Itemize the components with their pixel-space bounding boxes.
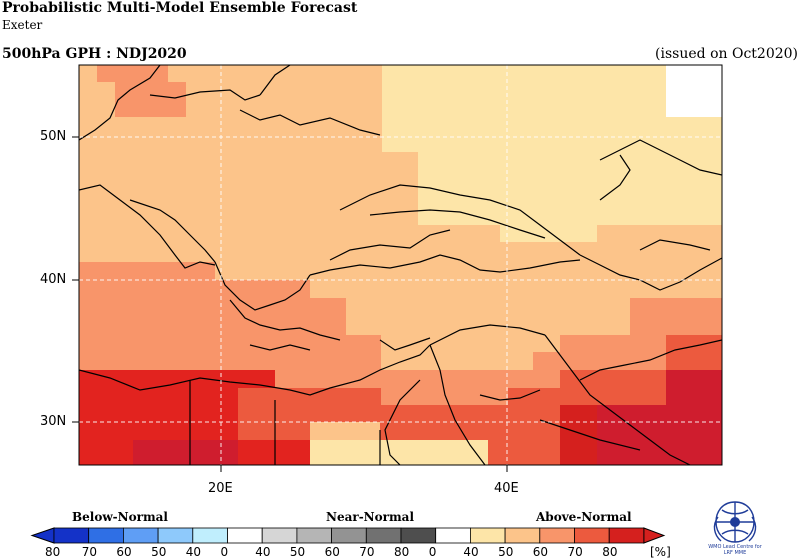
colorbar-swatch [192, 527, 228, 544]
colorbar-tick-label: 50 [498, 545, 514, 559]
colorbar-tick-label: 70 [567, 545, 583, 559]
colorbar-tick-label: 70 [359, 545, 375, 559]
colorbar-tick-label: 40 [463, 545, 479, 559]
lat-label-30n: 30N [40, 414, 67, 429]
legend-above-normal: Above-Normal [536, 510, 632, 524]
colorbar-left-tick: 80 [45, 545, 61, 559]
colorbar-swatch [469, 527, 506, 544]
colorbar-tick-label: 50 [289, 545, 306, 559]
issued-label: (issued on Oct2020) [655, 46, 798, 62]
colorbar-tick-label: 80 [602, 545, 618, 559]
wmo-logo-caption: WMO Lead Centre for LRF MME [708, 544, 762, 556]
colorbar-tick-label: 0 [428, 545, 437, 559]
lon-label-20e: 20E [208, 481, 233, 496]
colorbar-swatch [53, 527, 90, 544]
colorbar-swatch [157, 527, 194, 544]
map-title: Probabilistic Multi-Model Ensemble Forec… [2, 0, 358, 16]
colorbar-left-arrow [30, 527, 55, 544]
lat-label-50n: 50N [40, 129, 67, 144]
map-subtitle: Exeter [2, 18, 43, 32]
map-frame [78, 64, 723, 466]
colorbar-swatch [608, 527, 645, 544]
legend-near-normal: Near-Normal [326, 510, 415, 524]
colorbar-tick-label: 70 [81, 545, 97, 559]
colorbar-swatch [574, 527, 610, 544]
colorbar-swatch [400, 527, 437, 544]
colorbar-tick-label: 50 [151, 545, 167, 559]
colorbar-swatch [435, 527, 471, 544]
colorbar-swatch [296, 527, 332, 544]
colorbar-swatch [365, 527, 402, 544]
colorbar-tick-label: 80 [394, 545, 410, 559]
colorbar-swatch [504, 527, 541, 544]
colorbar-swatch [88, 527, 124, 544]
field-label: 500hPa GPH : NDJ2020 [2, 46, 187, 62]
colorbar-tick-label: 40 [255, 545, 271, 559]
probability-colorbar [30, 527, 666, 544]
gridlines [79, 65, 722, 465]
wmo-logo [713, 501, 757, 543]
colorbar-tick-label: 40 [185, 545, 202, 559]
colorbar-swatch [261, 527, 298, 544]
colorbar-right-arrow [643, 527, 666, 544]
lat-label-40n: 40N [40, 272, 67, 287]
probability-field [79, 65, 722, 465]
legend-below-normal: Below-Normal [72, 510, 168, 524]
colorbar-unit: [%] [650, 545, 671, 559]
lon-label-40e: 40E [494, 481, 519, 496]
axis-ticks [72, 136, 508, 472]
coastlines [79, 65, 722, 465]
colorbar-tick-label: 60 [324, 545, 340, 559]
colorbar-swatch [123, 527, 159, 544]
colorbar-swatch [331, 527, 367, 544]
colorbar-tick-label: 60 [116, 545, 132, 559]
colorbar-swatch [227, 527, 263, 544]
colorbar-swatch [539, 527, 575, 544]
colorbar-tick-label: 0 [220, 545, 229, 559]
colorbar-tick-label: 60 [532, 545, 549, 559]
